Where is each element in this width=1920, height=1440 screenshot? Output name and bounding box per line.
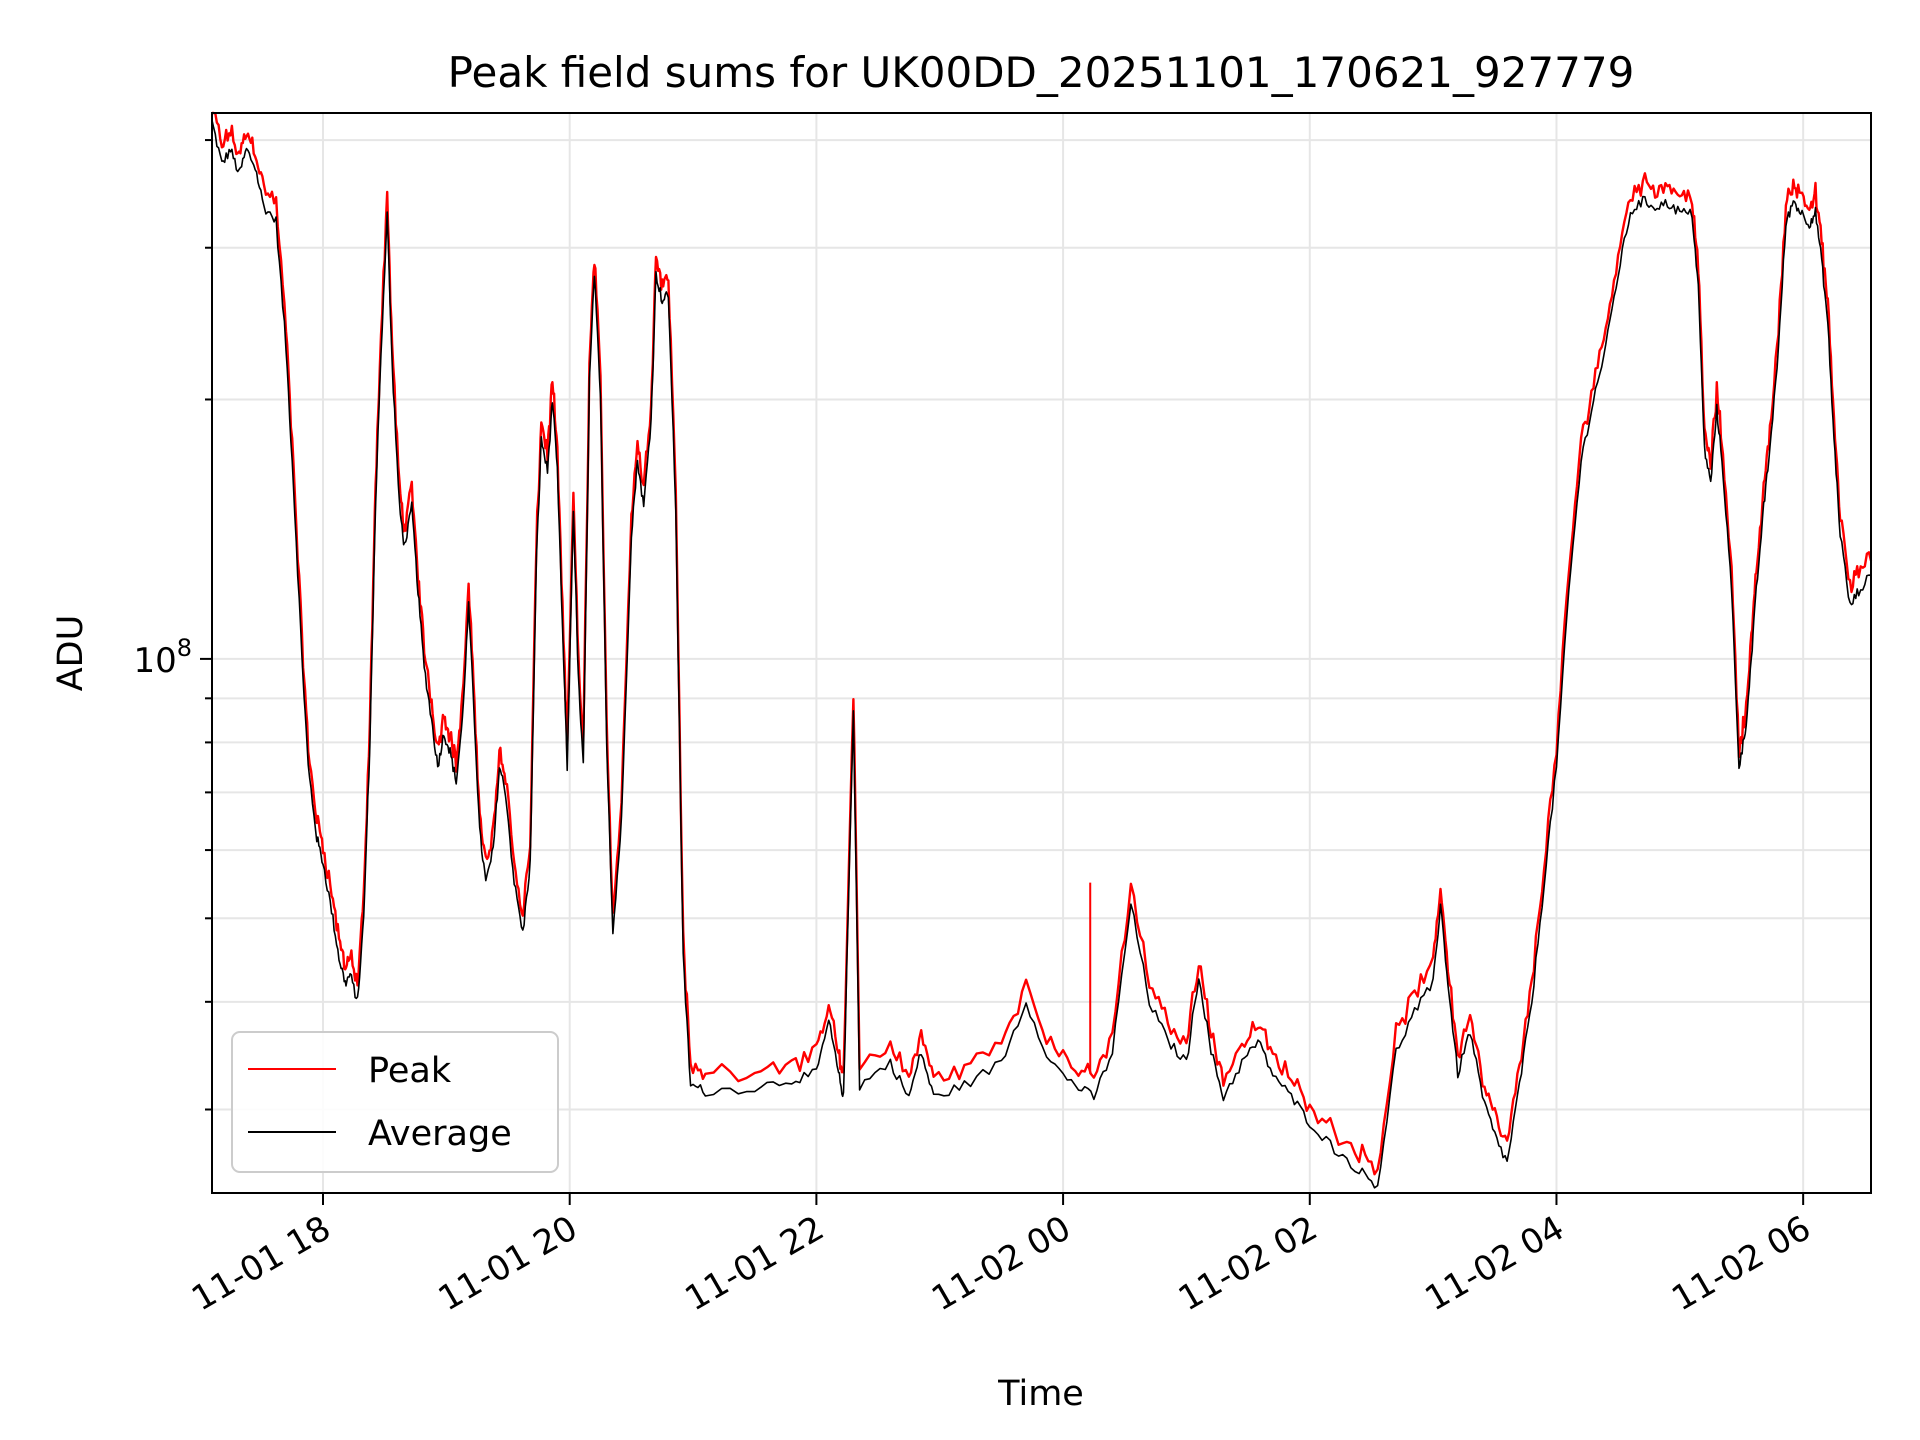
y-tick-label: 108 — [133, 634, 192, 681]
chart-title: Peak field sums for UK00DD_20251101_1706… — [448, 48, 1635, 97]
x-grid — [322, 113, 1805, 1193]
x-axis-label: Time — [997, 1374, 1084, 1414]
y-axis: 108 — [133, 139, 212, 1111]
y-axis-label: ADU — [51, 615, 91, 692]
plot-area — [211, 111, 1873, 1189]
plot-frame — [211, 112, 1872, 1194]
legend-box — [231, 1031, 559, 1173]
legend-peak-label: Peak — [368, 1051, 452, 1091]
legend-average-label: Average — [368, 1114, 512, 1154]
legend: Peak Average — [231, 1031, 559, 1173]
average-series-line — [211, 120, 1872, 1189]
